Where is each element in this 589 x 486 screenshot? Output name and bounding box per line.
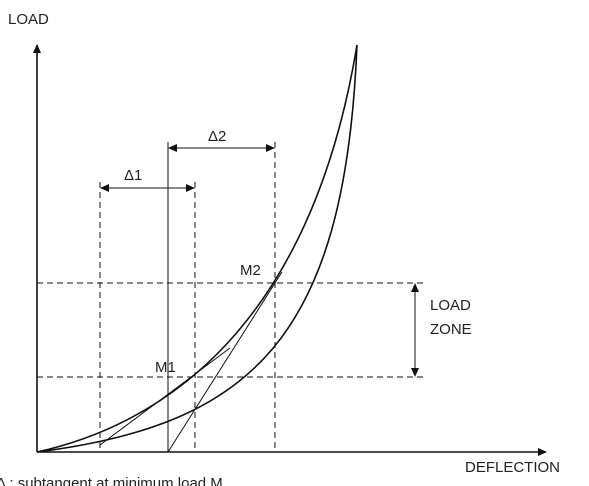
footnote: Δ : subtangent at minimum load M [0, 475, 223, 486]
tangent-line [99, 347, 231, 446]
m1-label: M1 [155, 359, 176, 376]
tangent-line [167, 271, 283, 453]
delta1-label: Δ1 [124, 167, 142, 184]
loading-curve [36, 44, 358, 453]
load-zone-label: LOAD [430, 297, 471, 314]
unloading-curve [36, 44, 358, 453]
m2-label: M2 [240, 262, 261, 279]
load-zone-label: ZONE [430, 321, 472, 338]
x-axis-label: DEFLECTION [465, 459, 560, 476]
y-axis-label: LOAD [8, 11, 49, 28]
delta2-label: Δ2 [208, 128, 226, 145]
